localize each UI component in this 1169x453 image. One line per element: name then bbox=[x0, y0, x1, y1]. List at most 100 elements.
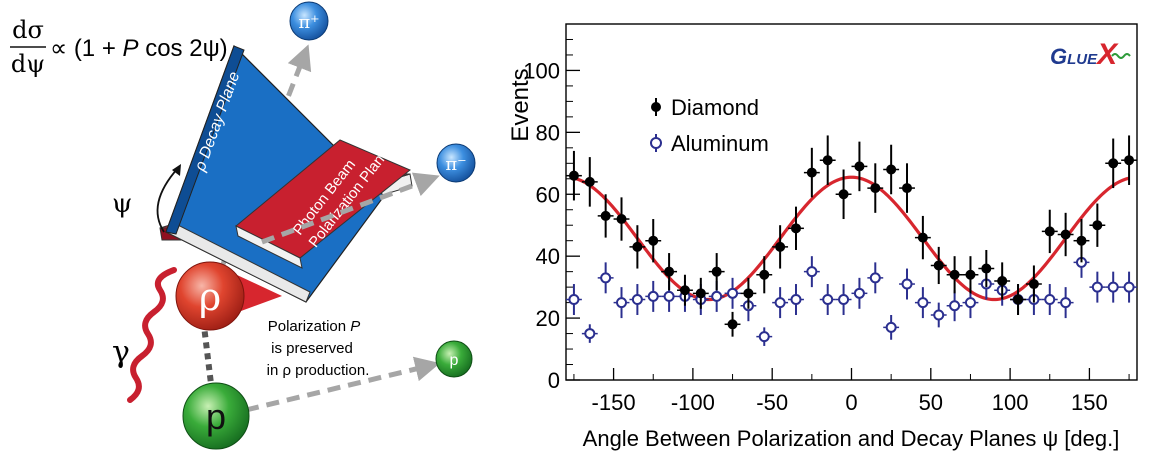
aluminum-data-point bbox=[899, 268, 915, 300]
marker bbox=[774, 297, 786, 309]
diamond-data-point bbox=[914, 215, 931, 260]
photon-plane-edge bbox=[235, 225, 303, 269]
diamond-data-point bbox=[740, 277, 757, 309]
diamond-data-point bbox=[661, 253, 678, 291]
x-axis-label: Angle Between Polarization and Decay Pla… bbox=[583, 426, 1120, 451]
marker bbox=[711, 266, 722, 277]
marker bbox=[854, 161, 865, 172]
pi-plus-particle: π⁺ bbox=[289, 1, 329, 41]
diamond-data-point bbox=[883, 144, 900, 195]
diamond-data-point bbox=[1105, 138, 1122, 189]
diamond-data-point bbox=[566, 150, 582, 201]
diamond-data-point bbox=[708, 253, 725, 291]
rho-decay-plane bbox=[165, 44, 385, 303]
marker bbox=[727, 287, 739, 299]
aluminum-data-point bbox=[629, 284, 646, 315]
diamond-data-point bbox=[692, 277, 709, 309]
pi-plus-label: π⁺ bbox=[298, 12, 319, 33]
marker bbox=[1123, 281, 1135, 293]
aluminum-data-point bbox=[930, 302, 947, 328]
marker bbox=[965, 269, 976, 280]
rho-label: ρ bbox=[199, 275, 221, 319]
pi-minus-particle: π⁻ bbox=[436, 143, 476, 183]
marker bbox=[600, 210, 611, 221]
proton-label: p bbox=[206, 396, 226, 437]
marker bbox=[584, 176, 595, 187]
marker bbox=[1091, 281, 1103, 293]
note-line3: in ρ production. bbox=[267, 362, 370, 379]
formula-numerator: dσ bbox=[12, 16, 44, 44]
outgoing-proton-label: p bbox=[450, 352, 459, 369]
note-line1: Polarization P bbox=[268, 318, 361, 335]
diamond-data-point bbox=[613, 197, 630, 241]
marker bbox=[838, 189, 849, 200]
diamond-data-point bbox=[645, 219, 662, 263]
gluex-logo-wave bbox=[1111, 53, 1131, 59]
marker bbox=[1108, 158, 1119, 169]
aluminum-data-point bbox=[1057, 287, 1074, 319]
diamond-data-point bbox=[788, 206, 804, 250]
y-tick-label: 80 bbox=[536, 120, 560, 145]
y-tick-label: 0 bbox=[548, 368, 560, 393]
marker bbox=[1013, 294, 1024, 305]
marker bbox=[631, 294, 643, 306]
plot-frame bbox=[565, 23, 1138, 381]
aluminum-data-point bbox=[581, 324, 598, 343]
y-tick-label: 20 bbox=[536, 306, 560, 331]
x-tick-label: 50 bbox=[919, 390, 943, 415]
proton-direction-arrow bbox=[245, 356, 441, 413]
axis-ticks bbox=[566, 38, 1130, 381]
diamond-data-point bbox=[930, 246, 947, 285]
marker bbox=[727, 319, 738, 330]
marker bbox=[711, 290, 723, 302]
marker bbox=[1107, 281, 1119, 293]
diamond-data-point bbox=[994, 262, 1011, 300]
marker bbox=[663, 290, 675, 302]
diamond-data-point bbox=[978, 249, 995, 288]
legend-entry-diamond: Diamond bbox=[651, 95, 759, 120]
marker bbox=[917, 297, 929, 309]
aluminum-data-point bbox=[613, 287, 630, 319]
gluex-logo: GLUEX bbox=[1050, 38, 1131, 71]
diamond-data-point bbox=[803, 147, 820, 198]
aluminum-data-point bbox=[835, 284, 852, 315]
psi-arrow-head bbox=[172, 164, 181, 176]
psi-label: ψ bbox=[112, 189, 132, 219]
aluminum-data-point bbox=[756, 327, 773, 346]
marker bbox=[790, 223, 801, 234]
x-tick-label: 150 bbox=[1071, 390, 1108, 415]
aluminum-data-point bbox=[772, 287, 789, 319]
y-tick-label: 100 bbox=[523, 58, 560, 83]
cross-section-formula: dσ dψ ∝ (1 + P cos 2ψ) bbox=[10, 16, 228, 78]
pi-minus-label: π⁻ bbox=[445, 154, 466, 175]
aluminum-data-point bbox=[851, 277, 868, 309]
legend-diamond-marker bbox=[651, 102, 661, 112]
diamond-data-point bbox=[867, 163, 884, 213]
aluminum-data-point bbox=[946, 290, 963, 322]
marker bbox=[568, 170, 579, 181]
y-tick-label: 40 bbox=[536, 244, 560, 269]
marker bbox=[933, 260, 944, 271]
proton-particle: p bbox=[182, 382, 250, 450]
aluminum-data-point bbox=[788, 284, 804, 315]
marker bbox=[616, 214, 627, 225]
diamond-data-point bbox=[724, 311, 741, 337]
diamond-data-point bbox=[581, 157, 598, 207]
polarization-note: Polarization P is preserved in ρ product… bbox=[267, 318, 370, 379]
aluminum-data-point bbox=[883, 314, 900, 340]
y-tick-label: 60 bbox=[536, 182, 560, 207]
marker bbox=[584, 328, 596, 340]
aluminum-data-point bbox=[819, 284, 836, 315]
marker bbox=[743, 288, 754, 299]
note-line2: is preserved bbox=[271, 340, 353, 357]
psi-angle-arc bbox=[156, 167, 179, 233]
marker bbox=[822, 294, 834, 306]
marker bbox=[632, 241, 643, 252]
legend-diamond-label: Diamond bbox=[671, 95, 759, 120]
marker bbox=[869, 272, 881, 284]
marker bbox=[1092, 220, 1103, 231]
x-tick-label: -100 bbox=[671, 390, 715, 415]
marker bbox=[838, 294, 850, 306]
marker bbox=[806, 167, 817, 178]
diamond-data-point bbox=[1010, 284, 1026, 315]
